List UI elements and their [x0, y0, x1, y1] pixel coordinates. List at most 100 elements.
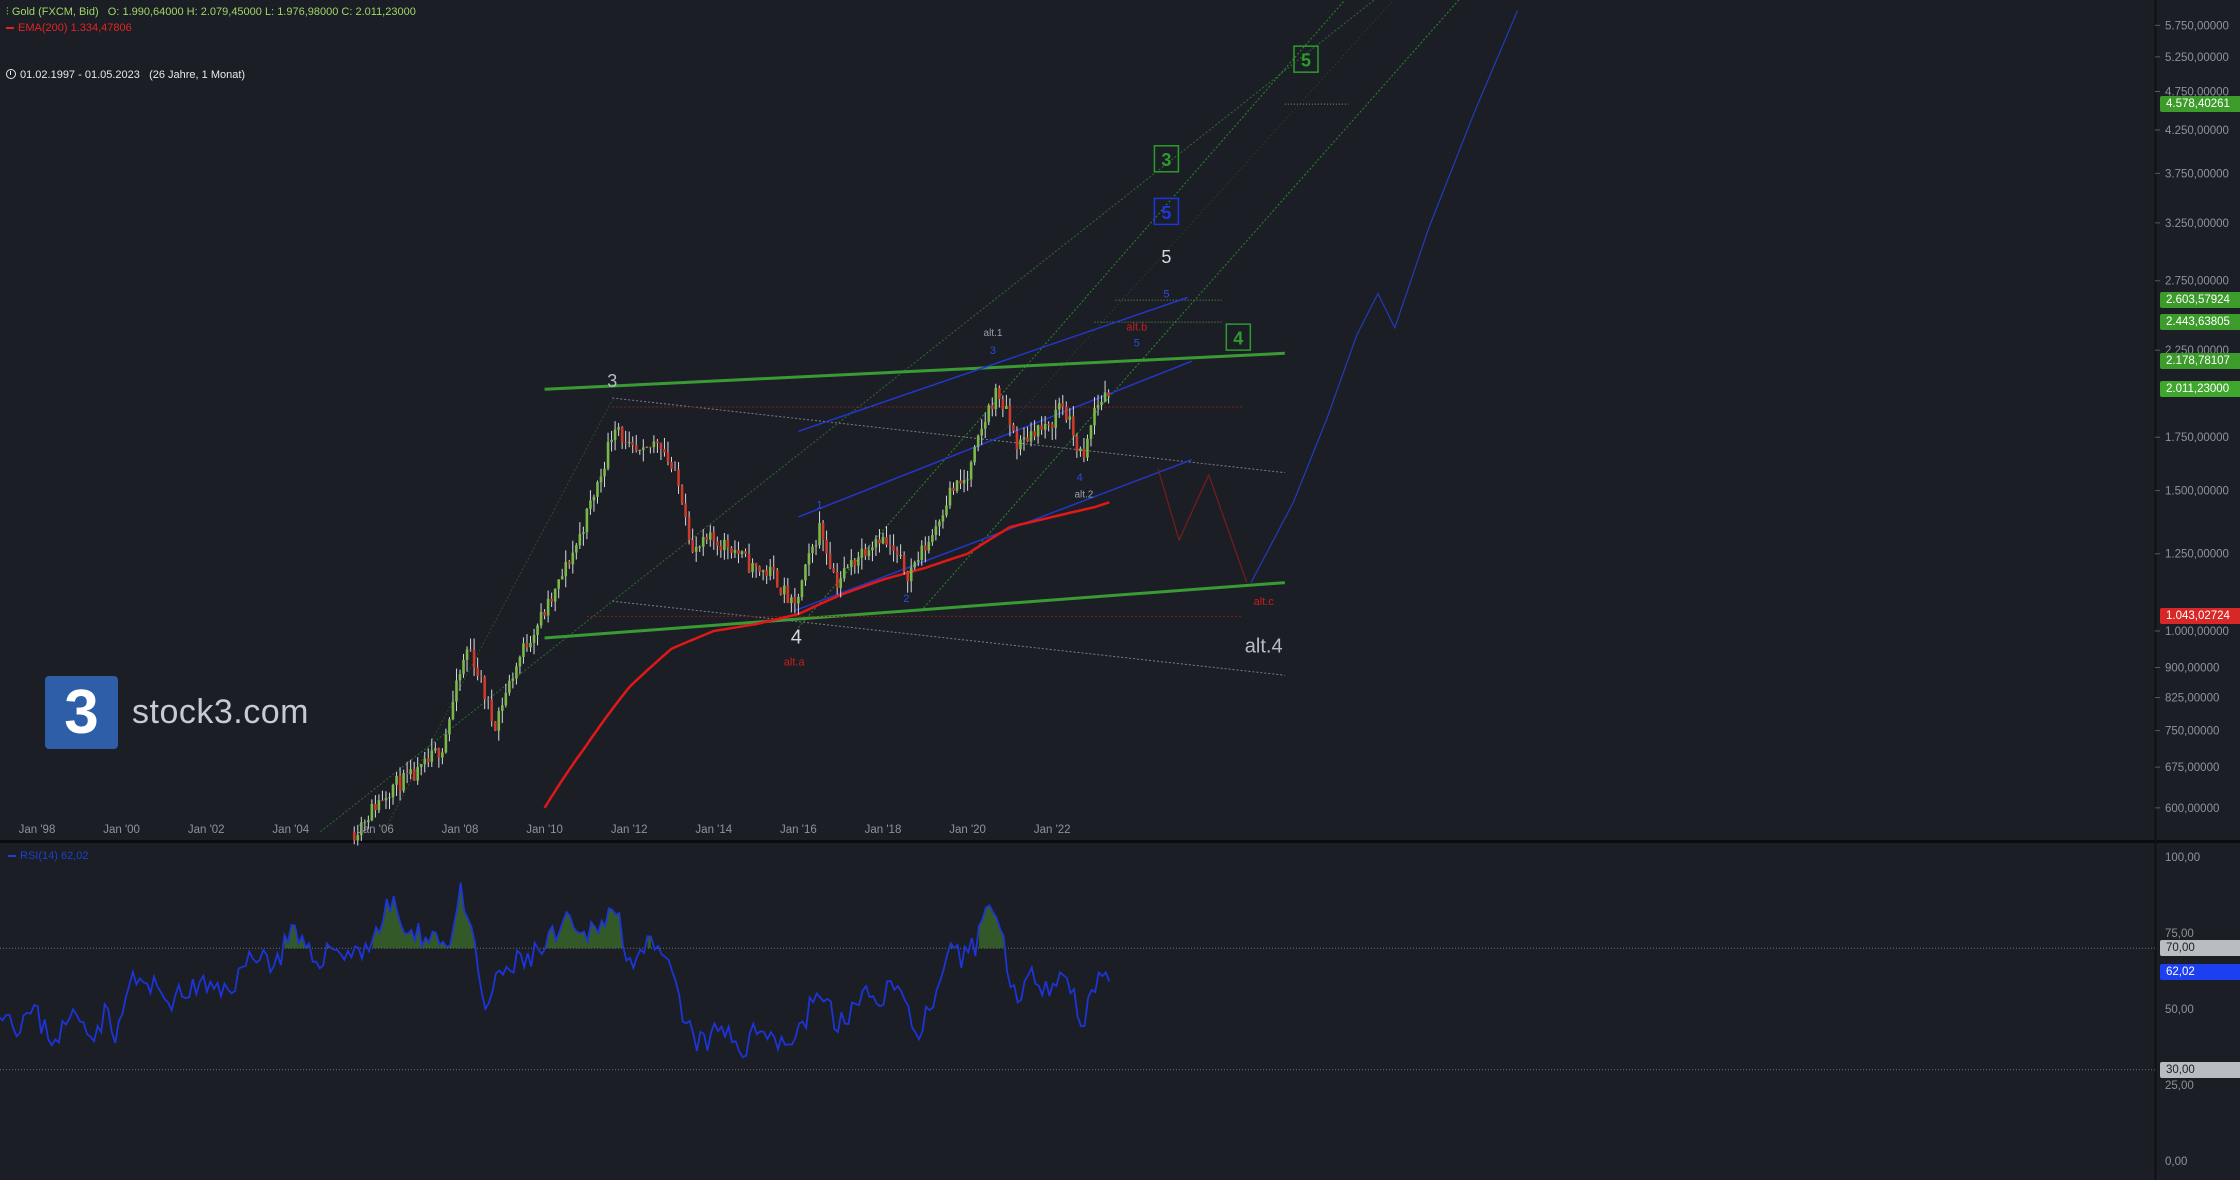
- candle: [708, 524, 712, 547]
- candle: [1040, 416, 1043, 435]
- candle: [412, 761, 416, 781]
- candle: [627, 431, 631, 448]
- candle-body: [631, 442, 635, 446]
- candle-body: [360, 822, 363, 836]
- candle: [920, 540, 924, 566]
- candle-body: [825, 540, 828, 554]
- candle-body: [962, 480, 966, 484]
- candle-body: [423, 758, 427, 765]
- candle: [606, 432, 610, 471]
- date-range[interactable]: 01.02.1997 - 01.05.2023 (26 Jahre, 1 Mon…: [6, 69, 245, 81]
- candle-body: [384, 798, 388, 801]
- rsi-tick-label: 100,00: [2165, 852, 2200, 864]
- candle-body: [515, 666, 518, 679]
- candle-body: [1093, 407, 1096, 426]
- candle: [451, 690, 455, 721]
- candle-body: [508, 680, 511, 693]
- candle-body: [603, 468, 606, 477]
- wave-label: 2: [903, 593, 909, 605]
- x-tick-label: Jan '14: [695, 824, 732, 836]
- candle-body: [652, 441, 656, 448]
- candle-body: [716, 541, 719, 546]
- candle-body: [663, 448, 666, 453]
- candle-body: [842, 568, 846, 579]
- candle: [857, 551, 860, 574]
- x-tick-label: Jan '20: [949, 824, 986, 836]
- candle-body: [483, 676, 486, 700]
- candle-body: [1040, 425, 1043, 430]
- candle: [571, 540, 575, 574]
- candle: [694, 536, 698, 563]
- wave-label: 5: [1161, 247, 1171, 267]
- candle: [536, 623, 539, 646]
- candle-body: [687, 517, 691, 540]
- candle: [994, 383, 998, 417]
- candle: [596, 480, 599, 504]
- candle-body: [1019, 439, 1022, 450]
- candle: [906, 570, 909, 593]
- logo-text: stock3.com: [132, 693, 309, 731]
- candle: [775, 568, 779, 588]
- candle-body: [959, 480, 962, 484]
- candle-body: [437, 748, 441, 758]
- candle-body: [835, 571, 839, 588]
- candle-body: [391, 784, 395, 798]
- candle: [846, 564, 850, 569]
- candle: [779, 587, 783, 596]
- candle: [895, 546, 899, 563]
- candle: [398, 767, 402, 801]
- candle: [546, 590, 550, 623]
- upper-wedge-line: [544, 351, 1285, 391]
- candle: [976, 434, 980, 452]
- candle-body: [945, 505, 948, 516]
- candle-body: [966, 479, 969, 481]
- price-tick-label: 4.250,00000: [2165, 125, 2229, 137]
- candle-body: [518, 656, 522, 667]
- candle-body: [821, 523, 825, 541]
- candle-body: [479, 675, 483, 677]
- candle-body: [878, 539, 881, 544]
- candle-body: [1103, 392, 1107, 402]
- candle-body: [775, 570, 779, 588]
- candle: [550, 592, 553, 608]
- wave-label: 4: [1077, 472, 1083, 484]
- candle: [631, 436, 635, 454]
- candle: [395, 772, 398, 796]
- candle: [374, 795, 377, 818]
- candle-body: [998, 387, 1001, 400]
- candle: [529, 636, 532, 653]
- candle-body: [994, 387, 998, 410]
- candle-body: [1036, 425, 1040, 437]
- candle: [723, 533, 726, 560]
- candle-body: [543, 611, 546, 616]
- x-tick-label: Jan '00: [103, 824, 140, 836]
- candle: [402, 769, 405, 793]
- candle-body: [539, 611, 543, 626]
- candle: [462, 653, 465, 678]
- candle: [941, 509, 945, 529]
- candle: [783, 577, 786, 604]
- candle: [730, 546, 733, 559]
- candle-body: [1033, 431, 1036, 437]
- candle-body: [550, 598, 553, 602]
- candle-body: [754, 563, 758, 567]
- candle-body: [606, 441, 610, 469]
- candle-body: [920, 545, 924, 561]
- candle-body: [532, 635, 536, 643]
- candle: [582, 526, 585, 546]
- rsi-tick-label: 0,00: [2165, 1156, 2187, 1168]
- candle: [560, 568, 564, 580]
- blue-channel-line: [793, 459, 1193, 612]
- price-tag: 2.178,78107: [2160, 353, 2240, 370]
- candle: [472, 638, 476, 676]
- candle: [687, 511, 691, 545]
- channel-line: [798, 0, 1346, 628]
- candle: [493, 721, 497, 732]
- candle-body: [649, 446, 652, 448]
- candle-body: [363, 822, 367, 824]
- rsi-swatch-icon: [8, 855, 16, 858]
- candle: [476, 657, 479, 681]
- candle: [1022, 427, 1026, 451]
